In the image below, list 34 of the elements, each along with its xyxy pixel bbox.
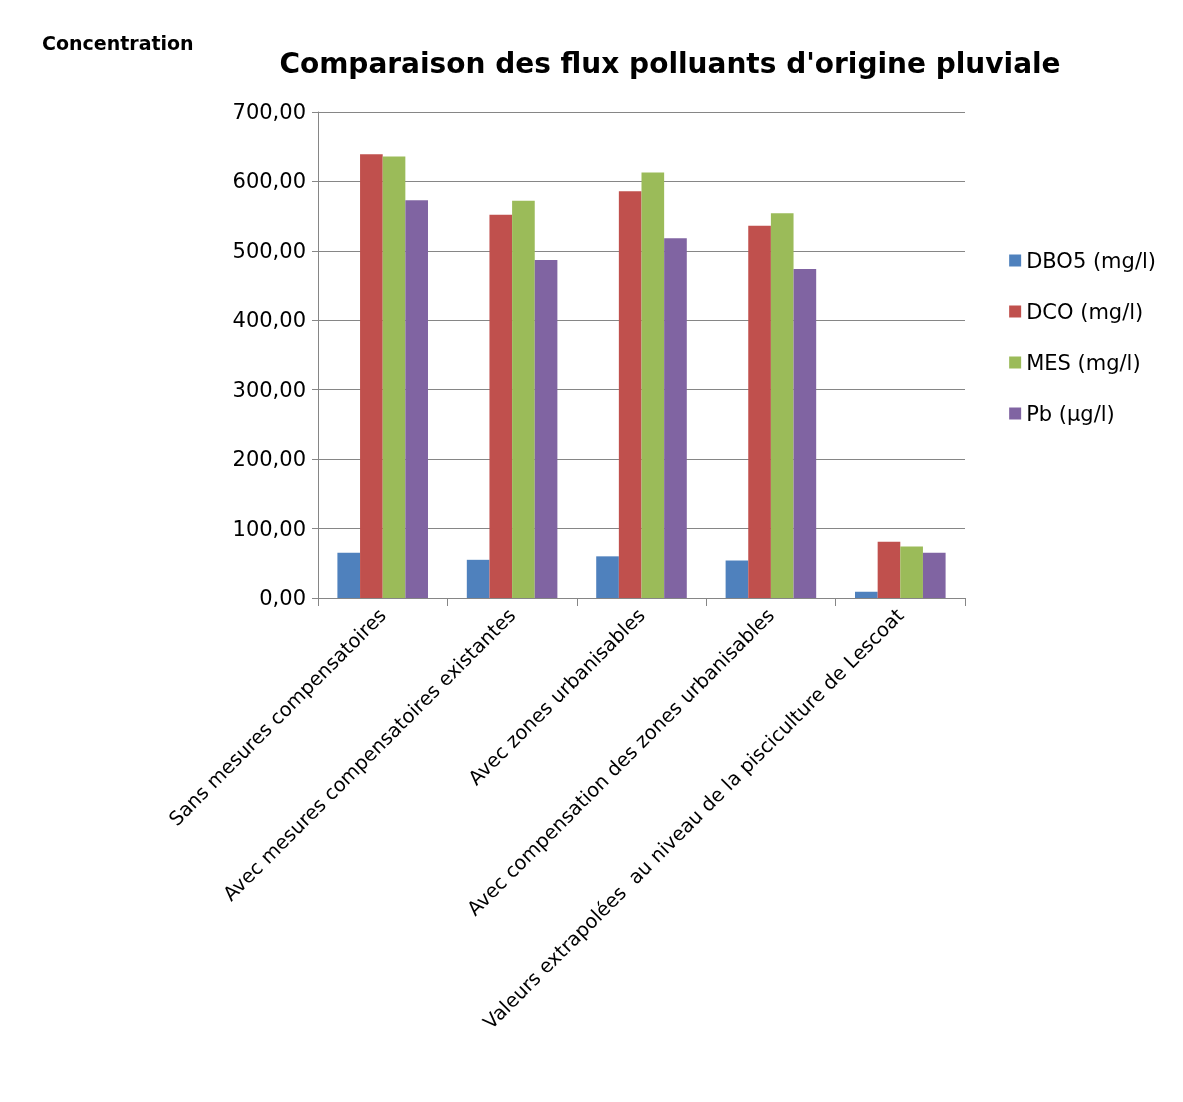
bar (664, 238, 687, 598)
bar (382, 156, 406, 598)
bar (770, 213, 794, 598)
y-tick-label: 100,00 (232, 516, 306, 541)
y-axis-title: Concentration (42, 32, 194, 54)
bar (922, 552, 946, 598)
legend-label: DCO (mg/l) (1026, 299, 1144, 324)
y-tick-label: 400,00 (232, 308, 306, 333)
bar (877, 541, 901, 598)
bar (360, 154, 383, 598)
bar (900, 546, 923, 598)
y-tick-label: 600,00 (232, 169, 306, 194)
legend-label: Pb (µg/l) (1026, 401, 1115, 426)
bar (512, 200, 535, 598)
bar (618, 191, 642, 598)
bar (793, 268, 817, 598)
legend-label: MES (mg/l) (1026, 350, 1141, 375)
y-tick-label: 300,00 (232, 377, 306, 402)
chart-title: Comparaison des flux polluants d'origine pluviale (279, 46, 1061, 80)
y-tick-label: 700,00 (232, 100, 306, 124)
y-tick-label: 0,00 (259, 586, 306, 610)
y-tick-label: 500,00 (232, 238, 306, 263)
bar (596, 556, 619, 598)
bar (748, 225, 771, 598)
bar (405, 200, 428, 598)
bar (489, 214, 513, 598)
legend-label: DBO5 (mg/l) (1026, 248, 1156, 273)
bar (725, 560, 749, 598)
bar (855, 591, 878, 598)
bar (534, 259, 558, 598)
bar (641, 172, 665, 598)
bar (466, 559, 490, 598)
bar (337, 552, 361, 598)
y-tick-label: 200,00 (232, 447, 306, 472)
